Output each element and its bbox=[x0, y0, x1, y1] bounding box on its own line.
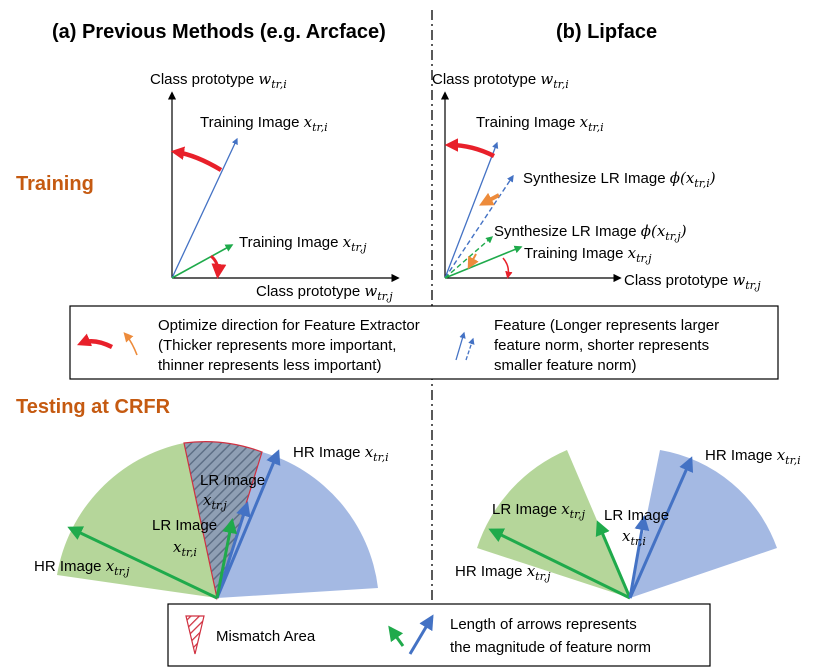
legend-mismatch-swatch bbox=[185, 615, 205, 655]
legend-feature-dashed-arrow bbox=[465, 337, 475, 361]
hr-arrow-j-right bbox=[488, 528, 631, 600]
green-sector-right bbox=[477, 450, 630, 598]
training-left-panel: Class prototype wtr,i Class prototype wt… bbox=[150, 70, 400, 303]
optimize-arrow-orange-j bbox=[467, 253, 479, 270]
legend-feature-line2: feature norm, shorter represents bbox=[494, 337, 709, 354]
hr-arrow-j-left bbox=[67, 526, 218, 600]
heading-lipface: (b) Lipface bbox=[556, 21, 657, 43]
blue-sector-right bbox=[630, 450, 777, 598]
training-right-panel: Class prototype wtr,i Class prototype wt… bbox=[432, 70, 761, 292]
legend-top-box bbox=[69, 305, 779, 380]
y-axis-label-right: Class prototype wtr,i bbox=[432, 70, 569, 91]
x-axis-label-right: Class prototype wtr,j bbox=[624, 271, 761, 292]
label-hr-i-left: HR Image xtr,i bbox=[293, 443, 389, 464]
heading-training: Training bbox=[16, 173, 94, 195]
label-train-img-i-left: Training Image xtr,i bbox=[200, 113, 328, 134]
legend-bottom-box bbox=[167, 603, 711, 667]
label-synth-i-right: Synthesize LR Image ϕ(xtr,i) bbox=[523, 169, 716, 190]
heading-testing: Testing at CRFR bbox=[16, 396, 171, 418]
label-lr-j-left-1: LR Image bbox=[200, 472, 265, 489]
label-lr-j-right: LR Image xtr,j bbox=[492, 500, 586, 521]
label-lr-i-right-1: LR Image bbox=[604, 507, 669, 524]
lr-arrow-j-right bbox=[595, 520, 632, 599]
label-lr-i-left-2: xtr,i bbox=[173, 538, 197, 559]
label-hr-j-left: HR Image xtr,j bbox=[34, 557, 130, 578]
feature-arrow-i-right bbox=[444, 141, 499, 279]
legend-thick-red-arrow bbox=[77, 333, 114, 350]
green-sector-left bbox=[57, 443, 217, 598]
legend-mismatch-label: Mismatch Area bbox=[216, 628, 316, 645]
legend-green-arrow bbox=[388, 625, 405, 647]
legend-blue-arrow bbox=[408, 614, 434, 655]
legend-feature-line1: Feature (Longer represents larger bbox=[494, 317, 719, 334]
label-hr-i-right: HR Image xtr,i bbox=[705, 446, 801, 467]
y-axis-label-left: Class prototype wtr,i bbox=[150, 70, 287, 91]
optimize-arrow-red-j bbox=[502, 257, 513, 279]
legend-bottom: Mismatch Area Length of arrows represent… bbox=[167, 603, 711, 667]
feature-arrow-j-left bbox=[171, 244, 234, 279]
hr-arrow-i-left bbox=[215, 449, 281, 599]
blue-sector-left bbox=[217, 452, 378, 598]
legend-optimize-line2: (Thicker represents more important, bbox=[158, 337, 396, 354]
legend-feature-solid-arrow bbox=[455, 331, 466, 361]
optimize-arrow-thin-left bbox=[209, 254, 227, 279]
synth-arrow-i-right bbox=[444, 174, 514, 279]
testing-right-panel: HR Image xtr,i LR Image xtr,j LR Image x… bbox=[455, 446, 801, 600]
label-synth-j-right: Synthesize LR Image ϕ(xtr,j) bbox=[494, 222, 687, 243]
lr-arrow-i-left bbox=[215, 518, 238, 599]
legend-thin-orange-arrow bbox=[123, 332, 138, 356]
lr-arrow-i-right bbox=[628, 515, 650, 599]
legend-feature-line3: smaller feature norm) bbox=[494, 357, 637, 374]
label-train-img-j-left: Training Image xtr,j bbox=[239, 233, 367, 254]
x-axis-label-left: Class prototype wtr,j bbox=[256, 282, 393, 303]
testing-left-panel: HR Image xtr,i LR Image xtr,j LR Image x… bbox=[34, 441, 389, 601]
synth-arrow-j-right bbox=[444, 236, 494, 279]
optimize-arrow-orange-i bbox=[479, 192, 500, 206]
legend-top: Optimize direction for Feature Extractor… bbox=[69, 305, 779, 380]
legend-length-line1: Length of arrows represents bbox=[450, 616, 637, 633]
feature-arrow-j-right bbox=[444, 245, 523, 279]
label-lr-i-right-2: xtr,i bbox=[622, 527, 646, 548]
heading-previous-methods: (a) Previous Methods (e.g. Arcface) bbox=[52, 21, 386, 43]
optimize-arrow-thick-right bbox=[444, 138, 496, 159]
label-train-img-j-right: Training Image xtr,j bbox=[524, 244, 652, 265]
legend-length-line2: the magnitude of feature norm bbox=[450, 639, 651, 656]
legend-optimize-line1: Optimize direction for Feature Extractor bbox=[158, 317, 420, 334]
hr-arrow-i-right bbox=[628, 456, 694, 599]
label-lr-j-left-2: xtr,j bbox=[203, 491, 227, 512]
label-lr-i-left-1: LR Image bbox=[152, 517, 217, 534]
label-train-img-i-right: Training Image xtr,i bbox=[476, 113, 604, 134]
feature-arrow-i-left bbox=[171, 137, 238, 279]
legend-optimize-line3: thinner represents less important) bbox=[158, 357, 381, 374]
lr-arrow-j-left bbox=[215, 501, 251, 599]
optimize-arrow-thick-left bbox=[170, 146, 223, 172]
label-hr-j-right: HR Image xtr,j bbox=[455, 562, 551, 583]
